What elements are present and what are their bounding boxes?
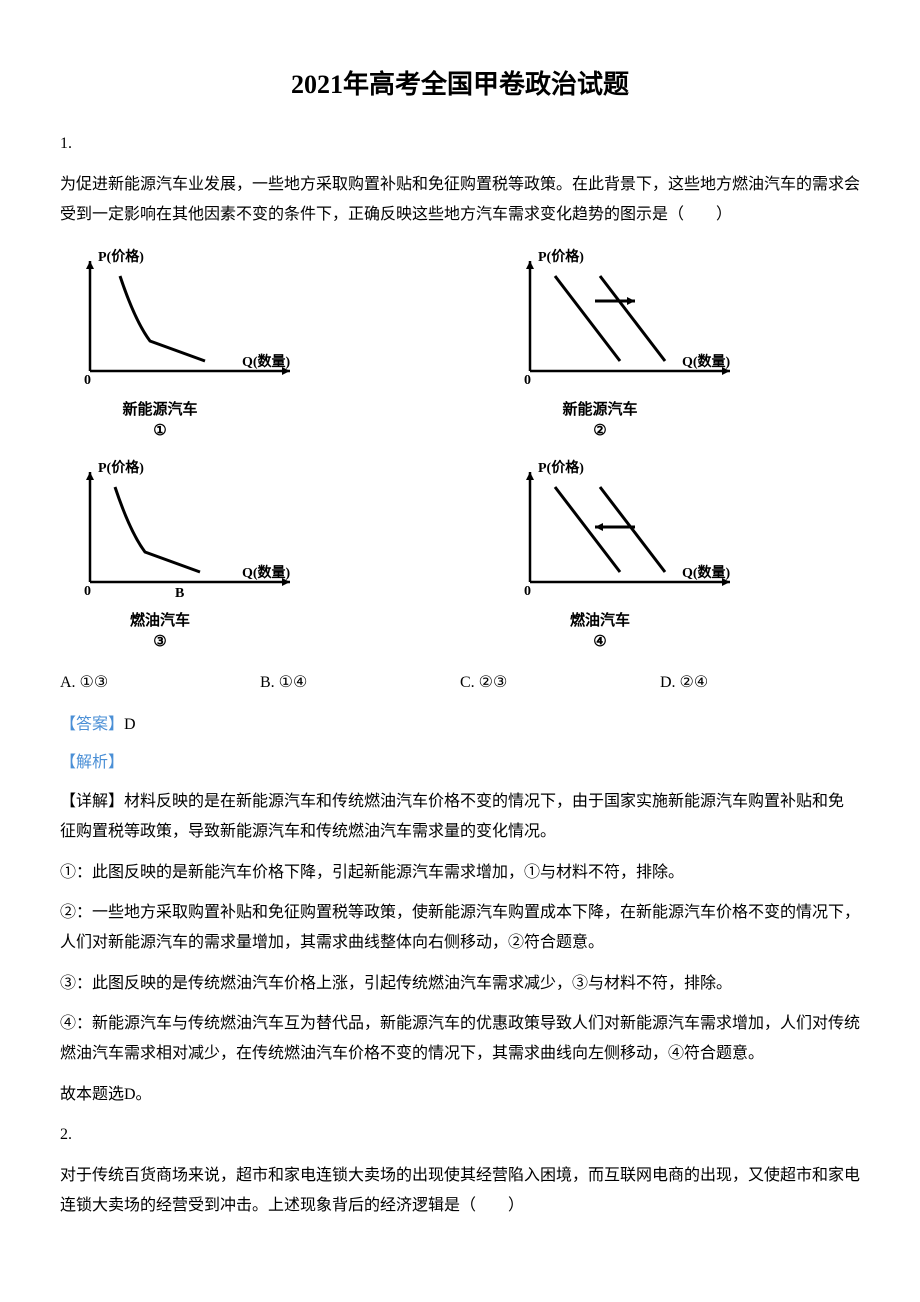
svg-text:P(价格): P(价格) <box>538 248 584 265</box>
analysis-4: ④：新能源汽车与传统燃油汽车互为替代品，新能源汽车的优惠政策导致人们对新能源汽车… <box>60 1009 860 1070</box>
analysis-2: ②：一些地方采取购置补贴和免征购置税等政策，使新能源汽车购置成本下降，在新能源汽… <box>60 898 860 959</box>
answer-value: D <box>124 716 136 733</box>
svg-text:Q(数量): Q(数量) <box>242 353 291 370</box>
chart-1: 0 P(价格) Q(数量) 新能源汽车① <box>60 246 420 442</box>
answer-label: 【答案】 <box>60 716 124 733</box>
svg-text:Q(数量): Q(数量) <box>682 564 731 581</box>
analysis-1: ①：此图反映的是新能汽车价格下降，引起新能源汽车需求增加，①与材料不符，排除。 <box>60 858 860 888</box>
svg-text:0: 0 <box>524 373 531 388</box>
svg-text:B: B <box>175 586 184 601</box>
options-row: A. ①③ B. ①④ C. ②③ D. ②④ <box>60 668 860 698</box>
charts-grid: 0 P(价格) Q(数量) 新能源汽车① 0 P(价格) Q(数量) 新能源汽车… <box>60 246 860 653</box>
conclusion: 故本题选D。 <box>60 1080 860 1110</box>
question-number-1: 1. <box>60 129 860 159</box>
svg-text:0: 0 <box>84 373 91 388</box>
option-a: A. ①③ <box>60 668 260 698</box>
answer-line: 【答案】D <box>60 710 860 740</box>
svg-text:P(价格): P(价格) <box>98 248 144 265</box>
jiexi-label: 【解析】 <box>60 748 860 778</box>
svg-text:P(价格): P(价格) <box>98 459 144 476</box>
svg-text:0: 0 <box>524 584 531 599</box>
option-d: D. ②④ <box>660 668 860 698</box>
option-b: B. ①④ <box>260 668 460 698</box>
chart-3-label: 燃油汽车③ <box>60 611 260 653</box>
svg-text:Q(数量): Q(数量) <box>242 564 291 581</box>
svg-text:P(价格): P(价格) <box>538 459 584 476</box>
xiangjie-text: 【详解】材料反映的是在新能源汽车和传统燃油汽车价格不变的情况下，由于国家实施新能… <box>60 787 860 848</box>
chart-3: 0 P(价格) Q(数量) B 燃油汽车③ <box>60 457 420 653</box>
chart-2-label: 新能源汽车② <box>500 400 700 442</box>
svg-text:Q(数量): Q(数量) <box>682 353 731 370</box>
page-title: 2021年高考全国甲卷政治试题 <box>60 60 860 109</box>
chart-2: 0 P(价格) Q(数量) 新能源汽车② <box>500 246 860 442</box>
question-text-2: 对于传统百货商场来说，超市和家电连锁大卖场的出现使其经营陷入困境，而互联网电商的… <box>60 1161 860 1222</box>
svg-text:0: 0 <box>84 584 91 599</box>
analysis-3: ③：此图反映的是传统燃油汽车价格上涨，引起传统燃油汽车需求减少，③与材料不符，排… <box>60 969 860 999</box>
chart-4-label: 燃油汽车④ <box>500 611 700 653</box>
chart-4: 0 P(价格) Q(数量) 燃油汽车④ <box>500 457 860 653</box>
option-c: C. ②③ <box>460 668 660 698</box>
chart-1-label: 新能源汽车① <box>60 400 260 442</box>
question-text-1: 为促进新能源汽车业发展，一些地方采取购置补贴和免征购置税等政策。在此背景下，这些… <box>60 170 860 231</box>
question-number-2: 2. <box>60 1120 860 1150</box>
